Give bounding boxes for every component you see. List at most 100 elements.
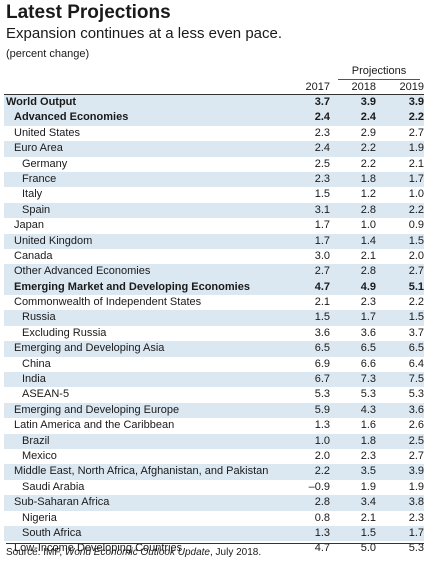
table-row: Commonwealth of Independent States 2.1 2.3… bbox=[4, 295, 424, 310]
value-2017: 2.0 bbox=[314, 449, 330, 462]
table-row: Advanced Economies 2.4 2.4 2.2 bbox=[4, 110, 424, 126]
row-label: Saudi Arabia bbox=[22, 480, 85, 493]
value-2017: –0.9 bbox=[308, 480, 330, 493]
table-row: ASEAN-5 5.3 5.3 5.3 bbox=[4, 387, 424, 402]
value-2019: 1.5 bbox=[408, 234, 424, 247]
value-2017: 6.9 bbox=[314, 357, 330, 370]
value-2017: 3.0 bbox=[314, 249, 330, 262]
value-2017: 2.7 bbox=[314, 265, 330, 278]
unit-note: (percent change) bbox=[6, 48, 90, 60]
value-2018: 1.2 bbox=[360, 188, 376, 201]
value-2018: 5.3 bbox=[360, 388, 376, 401]
table-row: Euro Area 2.4 2.2 1.9 bbox=[4, 141, 424, 157]
year-2019-header: 2019 bbox=[399, 81, 424, 93]
value-2017: 1.7 bbox=[314, 219, 330, 232]
row-label: Excluding Russia bbox=[22, 326, 107, 339]
table-row: Italy 1.5 1.2 1.0 bbox=[4, 187, 424, 202]
value-2019: 7.5 bbox=[408, 373, 424, 386]
value-2019: 2.2 bbox=[408, 203, 424, 216]
value-2019: 2.1 bbox=[408, 157, 424, 170]
value-2019: 5.1 bbox=[408, 280, 424, 293]
table-row: Japan 1.7 1.0 0.9 bbox=[4, 218, 424, 233]
value-2019: 5.3 bbox=[408, 542, 424, 555]
row-label: Nigeria bbox=[22, 511, 57, 524]
value-2019: 3.9 bbox=[408, 465, 424, 478]
value-2017: 3.6 bbox=[314, 326, 330, 339]
value-2018: 1.7 bbox=[360, 311, 376, 324]
table-row: China 6.9 6.6 6.4 bbox=[4, 357, 424, 372]
year-header-row: 2017 2018 2019 bbox=[4, 80, 424, 94]
table-row: Spain 3.1 2.8 2.2 bbox=[4, 202, 424, 219]
row-label: Middle East, North Africa, Afghanistan, … bbox=[14, 465, 269, 478]
row-label: Japan bbox=[14, 219, 44, 232]
row-label: Commonwealth of Independent States bbox=[14, 296, 202, 309]
row-label: Low-Income Developing Countries bbox=[14, 542, 183, 555]
table-row: Emerging and Developing Asia 6.5 6.5 6.5 bbox=[4, 341, 424, 357]
value-2019: 2.5 bbox=[408, 434, 424, 447]
row-label: Mexico bbox=[22, 449, 57, 462]
value-2018: 2.3 bbox=[360, 449, 376, 462]
value-2019: 1.9 bbox=[408, 142, 424, 155]
value-2017: 1.7 bbox=[314, 234, 330, 247]
source-prefix: Source: IMF, bbox=[6, 547, 65, 558]
value-2017: 2.1 bbox=[314, 296, 330, 309]
table-row: United Kingdom 1.7 1.4 1.5 bbox=[4, 233, 424, 249]
row-label: China bbox=[22, 357, 51, 370]
value-2018: 3.6 bbox=[360, 326, 376, 339]
row-label: Canada bbox=[14, 249, 53, 262]
source-publication: World Economic Outlook Update bbox=[64, 547, 210, 558]
table-row: Germany 2.5 2.2 2.1 bbox=[4, 157, 424, 172]
row-label: Sub-Saharan Africa bbox=[14, 496, 110, 509]
value-2018: 1.9 bbox=[360, 480, 376, 493]
table-row: Low-Income Developing Countries 4.7 5.0 5.3 bbox=[4, 541, 424, 556]
value-2019: 0.9 bbox=[408, 219, 424, 232]
value-2019: 5.3 bbox=[408, 388, 424, 401]
source-suffix: , July 2018. bbox=[209, 547, 262, 558]
value-2018: 2.3 bbox=[360, 296, 376, 309]
value-2019: 2.7 bbox=[408, 449, 424, 462]
value-2019: 1.7 bbox=[408, 526, 424, 539]
table-row: Latin America and the Caribbean 1.3 1.6 2.6 bbox=[4, 418, 424, 433]
value-2017: 6.5 bbox=[314, 342, 330, 355]
table-row: World Output 3.7 3.9 3.9 bbox=[4, 95, 424, 111]
row-label: World Output bbox=[6, 96, 77, 108]
table-row: Canada 3.0 2.1 2.0 bbox=[4, 249, 424, 264]
table-row: South Africa 1.3 1.5 1.7 bbox=[4, 525, 424, 542]
value-2019: 3.6 bbox=[408, 403, 424, 416]
value-2018: 7.3 bbox=[360, 373, 376, 386]
value-2019: 3.7 bbox=[408, 326, 424, 339]
page-title: Latest Projections bbox=[6, 2, 171, 23]
value-2019: 2.7 bbox=[408, 265, 424, 278]
value-2018: 1.5 bbox=[360, 526, 376, 539]
value-2017: 5.9 bbox=[314, 403, 330, 416]
value-2019: 3.8 bbox=[408, 496, 424, 509]
value-2017: 4.7 bbox=[314, 542, 330, 555]
value-2017: 0.8 bbox=[314, 511, 330, 524]
value-2018: 5.0 bbox=[360, 542, 376, 555]
table-row: Emerging Market and Developing Economies… bbox=[4, 279, 424, 296]
row-label: India bbox=[22, 373, 46, 386]
value-2019: 2.3 bbox=[408, 511, 424, 524]
table-row: India 6.7 7.3 7.5 bbox=[4, 372, 424, 388]
row-label: Brazil bbox=[22, 434, 50, 447]
table-row: France 2.3 1.8 1.7 bbox=[4, 171, 424, 188]
value-2017: 4.7 bbox=[314, 280, 330, 293]
value-2017: 1.3 bbox=[314, 419, 330, 432]
value-2017: 2.5 bbox=[314, 157, 330, 170]
row-label: Germany bbox=[22, 157, 68, 170]
value-2018: 2.1 bbox=[360, 249, 376, 262]
value-2018: 3.5 bbox=[360, 465, 376, 478]
value-2017: 2.3 bbox=[314, 172, 330, 185]
value-2019: 3.9 bbox=[408, 96, 424, 108]
value-2018: 2.8 bbox=[360, 265, 376, 278]
value-2017: 2.3 bbox=[314, 126, 330, 139]
value-2017: 5.3 bbox=[314, 388, 330, 401]
value-2017: 1.5 bbox=[314, 311, 330, 324]
value-2019: 1.0 bbox=[408, 188, 424, 201]
table-row: Saudi Arabia –0.9 1.9 1.9 bbox=[4, 480, 424, 495]
value-2017: 2.2 bbox=[314, 465, 330, 478]
table-row: United States 2.3 2.9 2.7 bbox=[4, 126, 424, 141]
projections-table: World Output 3.7 3.9 3.9 Advanced Economies 2… bbox=[4, 94, 424, 557]
value-2017: 2.8 bbox=[314, 496, 330, 509]
